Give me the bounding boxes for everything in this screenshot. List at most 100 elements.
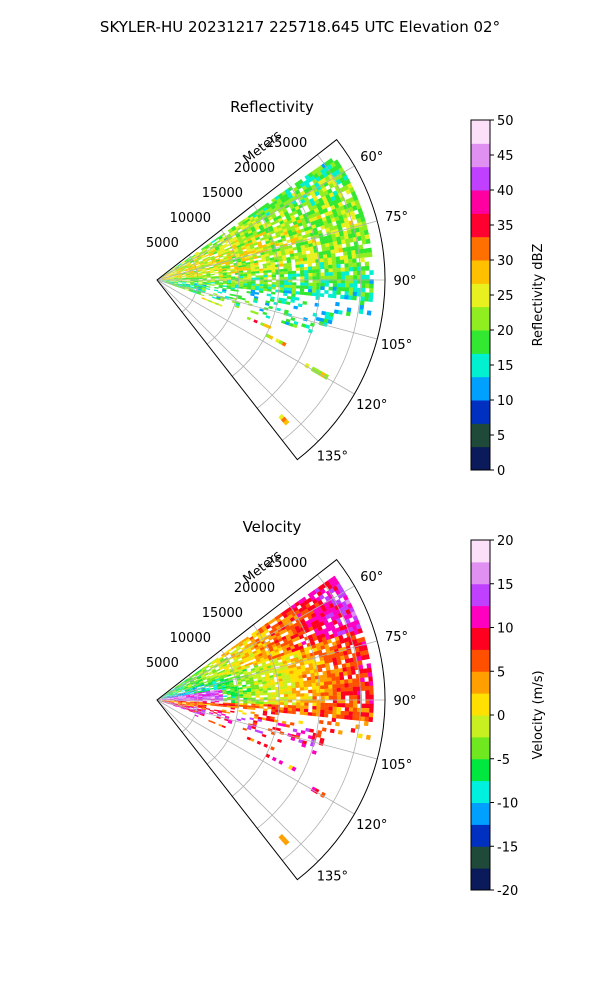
colorbar-tick-label: 10: [497, 622, 514, 637]
range-ring: [282, 154, 361, 441]
colorbar-tick-label: 5: [497, 429, 505, 444]
azimuth-spoke: [156, 699, 319, 862]
azimuth-spoke: [156, 585, 355, 701]
range-ring: [206, 649, 239, 765]
azimuth-tick-label: 90°: [393, 274, 416, 289]
colorbar-swatch: [471, 605, 490, 628]
colorbar-tick-label: -10: [497, 797, 518, 812]
colorbar-swatch: [471, 671, 490, 694]
range-tick-label: 15000: [202, 606, 243, 621]
colorbar-swatch: [471, 780, 490, 803]
colorbar-tick-label: 40: [497, 184, 514, 199]
range-tick-label: 10000: [170, 631, 211, 646]
colorbar-swatch: [471, 236, 490, 261]
azimuth-spoke: [156, 699, 355, 815]
range-tick-label: 10000: [170, 211, 211, 226]
colorbar-swatch: [471, 802, 490, 825]
colorbar-swatch: [471, 627, 490, 650]
azimuth-tick-label: 60°: [360, 150, 383, 165]
chart-panels: Reflectivity500010000150002000025000Mete…: [146, 98, 546, 899]
colorbar-swatch: [471, 758, 490, 782]
range-ring: [282, 574, 361, 861]
azimuth-spoke: [156, 165, 355, 281]
colorbar-tick-label: 20: [497, 534, 514, 549]
range-tick-label: 15000: [202, 186, 243, 201]
colorbar-swatch: [471, 283, 490, 308]
colorbar-swatch: [471, 583, 490, 607]
colorbar-swatch: [471, 846, 490, 869]
colorbar-swatch: [471, 166, 490, 191]
range-ring: [257, 179, 321, 409]
colorbar-tick-label: 15: [497, 578, 514, 593]
azimuth-spoke: [156, 699, 378, 760]
range-tick-label: 5000: [146, 236, 179, 251]
chart-panel-reflectivity: Reflectivity500010000150002000025000Mete…: [146, 98, 546, 479]
colorbar-swatch: [471, 423, 490, 448]
colorbar-swatch: [471, 306, 490, 331]
azimuth-tick-label: 105°: [381, 338, 412, 353]
radar-echo-field: [161, 158, 374, 426]
colorbar-swatch: [471, 376, 490, 401]
colorbar-tick-label: 25: [497, 289, 514, 304]
colorbar-tick-label: -20: [497, 884, 518, 899]
colorbar-tick-label: 50: [497, 114, 514, 129]
colorbar-label: Velocity (m/s): [531, 670, 546, 759]
colorbar-swatch: [471, 446, 490, 471]
range-ring: [231, 204, 280, 377]
range-tick-label: 25000: [266, 556, 307, 571]
colorbar-swatch: [471, 693, 490, 716]
colorbar-swatch: [471, 213, 490, 238]
azimuth-spoke: [156, 279, 378, 340]
figure-title: SKYLER-HU 20231217 225718.645 UTC Elevat…: [100, 18, 500, 36]
range-tick-label: 20000: [234, 161, 275, 176]
colorbar-swatch: [471, 540, 490, 563]
range-ring: [206, 229, 239, 345]
colorbar-tick-label: 0: [497, 709, 505, 724]
colorbar-tick-label: 20: [497, 324, 514, 339]
colorbar-swatch: [471, 120, 490, 144]
colorbar-tick-label: 15: [497, 359, 514, 374]
colorbar-swatch: [471, 868, 490, 891]
colorbar-tick-label: 5: [497, 665, 505, 680]
range-ring: [181, 254, 199, 313]
sector-frame: [156, 138, 386, 461]
azimuth-spoke: [156, 279, 319, 442]
colorbar-tick-label: -5: [497, 753, 510, 768]
azimuth-spoke: [156, 640, 378, 701]
colorbar-swatch: [471, 260, 490, 284]
colorbar-swatch: [471, 190, 490, 214]
colorbar-swatch: [471, 649, 490, 672]
azimuth-tick-label: 120°: [356, 818, 387, 833]
azimuth-tick-label: 75°: [385, 630, 408, 645]
range-ring: [231, 624, 280, 797]
azimuth-tick-label: 60°: [360, 570, 383, 585]
colorbar-tick-label: 30: [497, 254, 514, 269]
colorbar-tick-label: 10: [497, 394, 514, 409]
colorbar-swatch: [471, 400, 490, 424]
azimuth-tick-label: 120°: [356, 398, 387, 413]
colorbar: -20 -15 -10 -5 0 5 10 15 20 Velocity (m/s): [470, 534, 546, 899]
panel-title: Reflectivity: [230, 98, 314, 116]
colorbar-swatch: [471, 715, 490, 738]
colorbar-swatch: [471, 353, 490, 378]
range-tick-label: 25000: [266, 136, 307, 151]
azimuth-spoke: [156, 279, 355, 395]
colorbar-swatch: [471, 143, 490, 168]
azimuth-tick-label: 75°: [385, 210, 408, 225]
range-tick-label: 5000: [146, 656, 179, 671]
range-ring: [257, 599, 321, 829]
panel-title: Velocity: [243, 518, 302, 536]
colorbar-tick-label: 0: [497, 464, 505, 479]
colorbar-label: Reflectivity dBZ: [531, 244, 546, 347]
colorbar-tick-label: -15: [497, 840, 518, 855]
azimuth-spoke: [156, 220, 378, 281]
range-tick-label: 20000: [234, 581, 275, 596]
azimuth-tick-label: 135°: [317, 449, 348, 464]
azimuth-tick-label: 135°: [317, 869, 348, 884]
colorbar-swatch: [471, 736, 490, 760]
colorbar-tick-label: 35: [497, 219, 514, 234]
azimuth-tick-label: 105°: [381, 758, 412, 773]
colorbar: 0 5 10 15 20 25 30 35 40 45 50 Reflectivity dBZ: [470, 114, 546, 479]
